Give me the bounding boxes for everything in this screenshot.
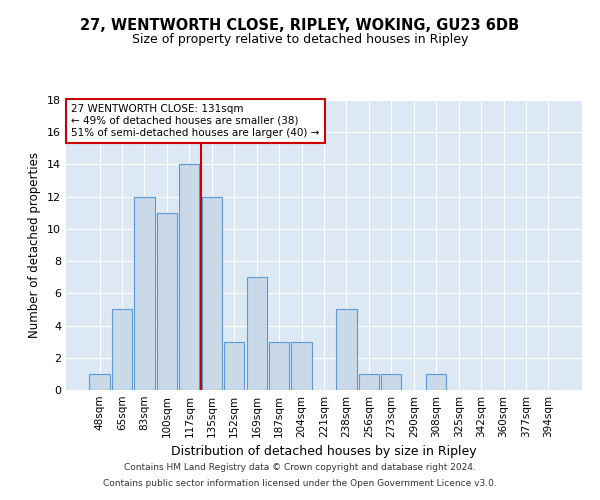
Text: 27 WENTWORTH CLOSE: 131sqm
← 49% of detached houses are smaller (38)
51% of semi: 27 WENTWORTH CLOSE: 131sqm ← 49% of deta… — [71, 104, 320, 138]
Bar — [292, 342, 311, 390]
Bar — [247, 277, 267, 390]
Bar — [112, 310, 132, 390]
Bar — [89, 374, 110, 390]
X-axis label: Distribution of detached houses by size in Ripley: Distribution of detached houses by size … — [171, 446, 477, 458]
Bar — [359, 374, 379, 390]
Text: Contains HM Land Registry data © Crown copyright and database right 2024.: Contains HM Land Registry data © Crown c… — [124, 464, 476, 472]
Bar — [381, 374, 401, 390]
Bar — [179, 164, 199, 390]
Text: Contains public sector information licensed under the Open Government Licence v3: Contains public sector information licen… — [103, 478, 497, 488]
Text: 27, WENTWORTH CLOSE, RIPLEY, WOKING, GU23 6DB: 27, WENTWORTH CLOSE, RIPLEY, WOKING, GU2… — [80, 18, 520, 32]
Bar — [202, 196, 222, 390]
Y-axis label: Number of detached properties: Number of detached properties — [28, 152, 41, 338]
Text: Size of property relative to detached houses in Ripley: Size of property relative to detached ho… — [132, 32, 468, 46]
Bar — [134, 196, 155, 390]
Bar — [224, 342, 244, 390]
Bar — [426, 374, 446, 390]
Bar — [157, 213, 177, 390]
Bar — [337, 310, 356, 390]
Bar — [269, 342, 289, 390]
